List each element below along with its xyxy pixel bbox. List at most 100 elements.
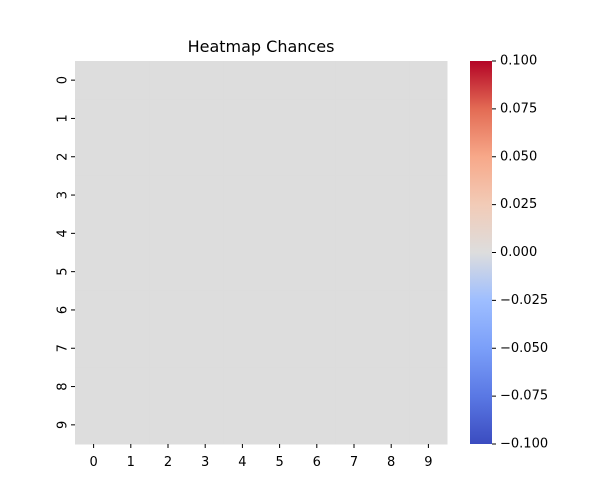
heatmap-cell: [409, 252, 448, 292]
heatmap-cell: [298, 252, 336, 292]
heatmap-cell: [186, 290, 225, 330]
y-axis-ticks: 0 1 2 3 4 5 6 7 8 9: [56, 76, 75, 429]
heatmap-cell: [186, 367, 225, 407]
heatmap-cell: [112, 329, 150, 368]
heatmap-cell: [223, 175, 262, 215]
heatmap-cell: [75, 405, 113, 445]
heatmap-cell: [372, 252, 411, 292]
heatmap-cell: [75, 214, 113, 253]
heatmap-cell: [372, 99, 411, 139]
y-tick-label: 7: [56, 344, 71, 352]
colorbar-tick-label: 0.075: [500, 101, 537, 116]
heatmap-cell: [75, 329, 113, 368]
heatmap-cell: [335, 290, 374, 330]
y-tick-label: 1: [56, 114, 71, 122]
heatmap-cell: [261, 252, 299, 292]
heatmap-cell: [335, 214, 374, 253]
heatmap-cell: [223, 252, 262, 292]
heatmap-cell: [261, 290, 299, 330]
x-tick-label: 0: [89, 455, 97, 470]
heatmap-cell: [149, 405, 188, 445]
heatmap-cell: [75, 175, 113, 215]
heatmap-cell: [298, 175, 336, 215]
heatmap-cell: [112, 137, 150, 177]
heatmap-cell: [409, 329, 448, 368]
heatmap-cell: [75, 99, 113, 139]
x-tick-label: 8: [387, 455, 395, 470]
heatmap-cell: [186, 329, 225, 368]
heatmap-cell: [409, 367, 448, 407]
x-tick-label: 6: [313, 455, 321, 470]
heatmap-cell: [372, 405, 411, 445]
heatmap-cell: [372, 367, 411, 407]
heatmap-cell: [409, 290, 448, 330]
y-tick-label: 3: [56, 191, 71, 199]
x-tick-label: 5: [275, 455, 283, 470]
heatmap-cell: [335, 405, 374, 445]
heatmap-cell: [149, 252, 188, 292]
x-tick-label: 4: [238, 455, 246, 470]
colorbar-tick-label: 0.000: [500, 245, 537, 260]
heatmap-cell: [372, 175, 411, 215]
heatmap-cell: [149, 61, 188, 100]
heatmap-cell: [186, 214, 225, 253]
heatmap-cell: [149, 175, 188, 215]
y-tick-label: 6: [56, 306, 71, 314]
heatmap-cell: [409, 214, 448, 253]
colorbar-tick-label: −0.075: [500, 389, 548, 404]
heatmap-cell: [261, 99, 299, 139]
heatmap-cells: [75, 61, 448, 445]
heatmap-cell: [75, 61, 113, 100]
heatmap-cell: [75, 252, 113, 292]
heatmap-cell: [75, 290, 113, 330]
y-tick-label: 2: [56, 153, 71, 161]
heatmap-cell: [409, 175, 448, 215]
colorbar-tick-label: −0.025: [500, 293, 548, 308]
heatmap-cell: [261, 214, 299, 253]
heatmap-cell: [335, 252, 374, 292]
y-tick-label: 5: [56, 268, 71, 276]
heatmap-cell: [149, 329, 188, 368]
heatmap-cell: [409, 61, 448, 100]
colorbar: [470, 61, 492, 444]
heatmap-cell: [372, 329, 411, 368]
heatmap-cell: [223, 290, 262, 330]
heatmap-cell: [298, 61, 336, 100]
y-tick-label: 9: [56, 421, 71, 429]
heatmap-cell: [186, 175, 225, 215]
colorbar-tick-label: 0.025: [500, 197, 537, 212]
heatmap-cell: [298, 405, 336, 445]
heatmap-cell: [409, 137, 448, 177]
heatmap-cell: [298, 329, 336, 368]
heatmap-cell: [335, 329, 374, 368]
heatmap-cell: [223, 137, 262, 177]
heatmap-cell: [298, 99, 336, 139]
heatmap-cell: [75, 137, 113, 177]
y-tick-label: 0: [56, 76, 71, 84]
heatmap-cell: [186, 252, 225, 292]
colorbar-tick-label: −0.050: [500, 341, 548, 356]
x-tick-label: 9: [424, 455, 432, 470]
heatmap-cell: [298, 367, 336, 407]
heatmap-cell: [261, 175, 299, 215]
heatmap-cell: [186, 99, 225, 139]
heatmap-cell: [112, 61, 150, 100]
heatmap-cell: [112, 214, 150, 253]
chart-title: Heatmap Chances: [188, 37, 335, 56]
heatmap-cell: [112, 99, 150, 139]
heatmap-cell: [372, 137, 411, 177]
x-tick-label: 3: [201, 455, 209, 470]
heatmap-cell: [261, 137, 299, 177]
heatmap-cell: [335, 367, 374, 407]
x-tick-label: 7: [350, 455, 358, 470]
y-tick-label: 8: [56, 382, 71, 390]
heatmap-cell: [223, 61, 262, 100]
x-axis-ticks: 0 1 2 3 4 5 6 7 8 9: [89, 444, 433, 470]
heatmap-cell: [223, 329, 262, 368]
x-tick-label: 2: [164, 455, 172, 470]
heatmap-cell: [112, 367, 150, 407]
heatmap-cell: [335, 137, 374, 177]
heatmap-cell: [112, 252, 150, 292]
colorbar-tick-label: 0.050: [500, 149, 537, 164]
heatmap-cell: [112, 405, 150, 445]
